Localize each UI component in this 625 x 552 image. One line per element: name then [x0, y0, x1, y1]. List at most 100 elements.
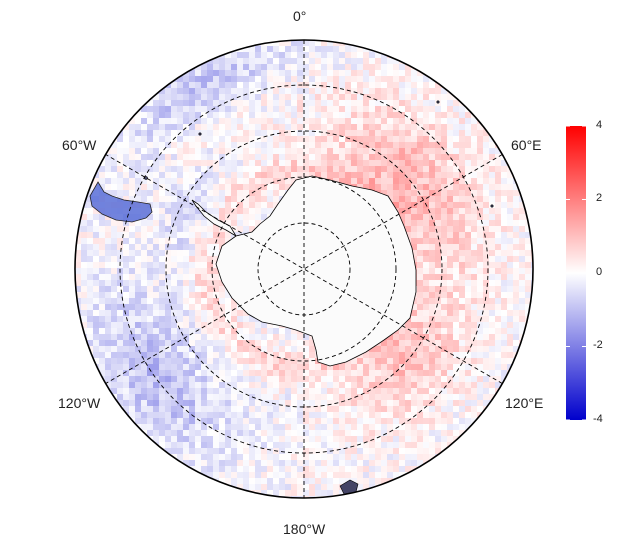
field-cell: [219, 136, 226, 143]
field-cell: [393, 178, 400, 185]
field-cell: [153, 334, 160, 341]
field-cell: [201, 238, 208, 245]
field-cell: [369, 184, 376, 191]
field-cell: [165, 154, 172, 161]
field-cell: [495, 220, 502, 227]
field-cell: [477, 238, 484, 245]
field-cell: [465, 418, 472, 425]
lon-label-180w: 180°W: [283, 521, 326, 537]
field-cell: [501, 274, 508, 281]
field-cell: [459, 94, 466, 101]
field-cell: [417, 460, 424, 467]
field-cell: [315, 118, 322, 125]
field-cell: [225, 388, 232, 395]
field-cell: [399, 160, 406, 167]
field-cell: [231, 178, 238, 185]
field-cell: [411, 358, 418, 365]
field-cell: [111, 220, 118, 227]
field-cell: [213, 310, 220, 317]
field-cell: [201, 424, 208, 431]
field-cell: [285, 124, 292, 131]
field-cell: [453, 412, 460, 419]
field-cell: [237, 214, 244, 221]
field-cell: [435, 358, 442, 365]
field-cell: [381, 178, 388, 185]
field-cell: [165, 118, 172, 125]
field-cell: [159, 196, 166, 203]
field-cell: [87, 316, 94, 323]
field-cell: [321, 124, 328, 131]
field-cell: [315, 100, 322, 107]
field-cell: [447, 298, 454, 305]
field-cell: [291, 148, 298, 155]
field-cell: [111, 286, 118, 293]
field-cell: [105, 226, 112, 233]
field-cell: [351, 88, 358, 95]
field-cell: [339, 58, 346, 65]
field-cell: [129, 388, 136, 395]
field-cell: [99, 292, 106, 299]
field-cell: [435, 388, 442, 395]
field-cell: [243, 388, 250, 395]
field-cell: [255, 214, 262, 221]
field-cell: [201, 316, 208, 323]
field-cell: [261, 418, 268, 425]
field-cell: [405, 172, 412, 179]
field-cell: [297, 58, 304, 65]
field-cell: [171, 106, 178, 113]
field-cell: [81, 244, 88, 251]
field-cell: [435, 250, 442, 257]
field-cell: [159, 118, 166, 125]
field-cell: [411, 346, 418, 353]
field-cell: [189, 376, 196, 383]
field-cell: [243, 58, 250, 65]
field-cell: [129, 232, 136, 239]
field-cell: [333, 166, 340, 173]
field-cell: [321, 406, 328, 413]
field-cell: [303, 400, 310, 407]
field-cell: [231, 400, 238, 407]
field-cell: [165, 106, 172, 113]
field-cell: [441, 280, 448, 287]
field-cell: [147, 106, 154, 113]
field-cell: [303, 406, 310, 413]
field-cell: [309, 364, 316, 371]
field-cell: [255, 70, 262, 77]
field-cell: [267, 118, 274, 125]
field-cell: [429, 82, 436, 89]
field-cell: [453, 196, 460, 203]
field-cell: [429, 136, 436, 143]
field-cell: [501, 280, 508, 287]
field-cell: [105, 334, 112, 341]
field-cell: [381, 412, 388, 419]
field-cell: [291, 172, 298, 179]
field-cell: [375, 58, 382, 65]
field-cell: [225, 178, 232, 185]
field-cell: [225, 316, 232, 323]
field-cell: [237, 118, 244, 125]
field-cell: [351, 364, 358, 371]
field-cell: [189, 82, 196, 89]
field-cell: [165, 190, 172, 197]
field-cell: [81, 322, 88, 329]
field-cell: [249, 190, 256, 197]
field-cell: [267, 202, 274, 209]
field-cell: [399, 202, 406, 209]
field-cell: [189, 322, 196, 329]
field-cell: [147, 400, 154, 407]
field-cell: [369, 466, 376, 473]
field-cell: [297, 454, 304, 461]
field-cell: [165, 418, 172, 425]
field-cell: [417, 310, 424, 317]
field-cell: [471, 394, 478, 401]
field-cell: [405, 436, 412, 443]
field-cell: [321, 94, 328, 101]
field-cell: [465, 412, 472, 419]
field-cell: [207, 112, 214, 119]
field-cell: [417, 436, 424, 443]
field-cell: [273, 52, 280, 59]
field-cell: [495, 298, 502, 305]
field-cell: [507, 226, 514, 233]
field-cell: [453, 274, 460, 281]
field-cell: [327, 418, 334, 425]
